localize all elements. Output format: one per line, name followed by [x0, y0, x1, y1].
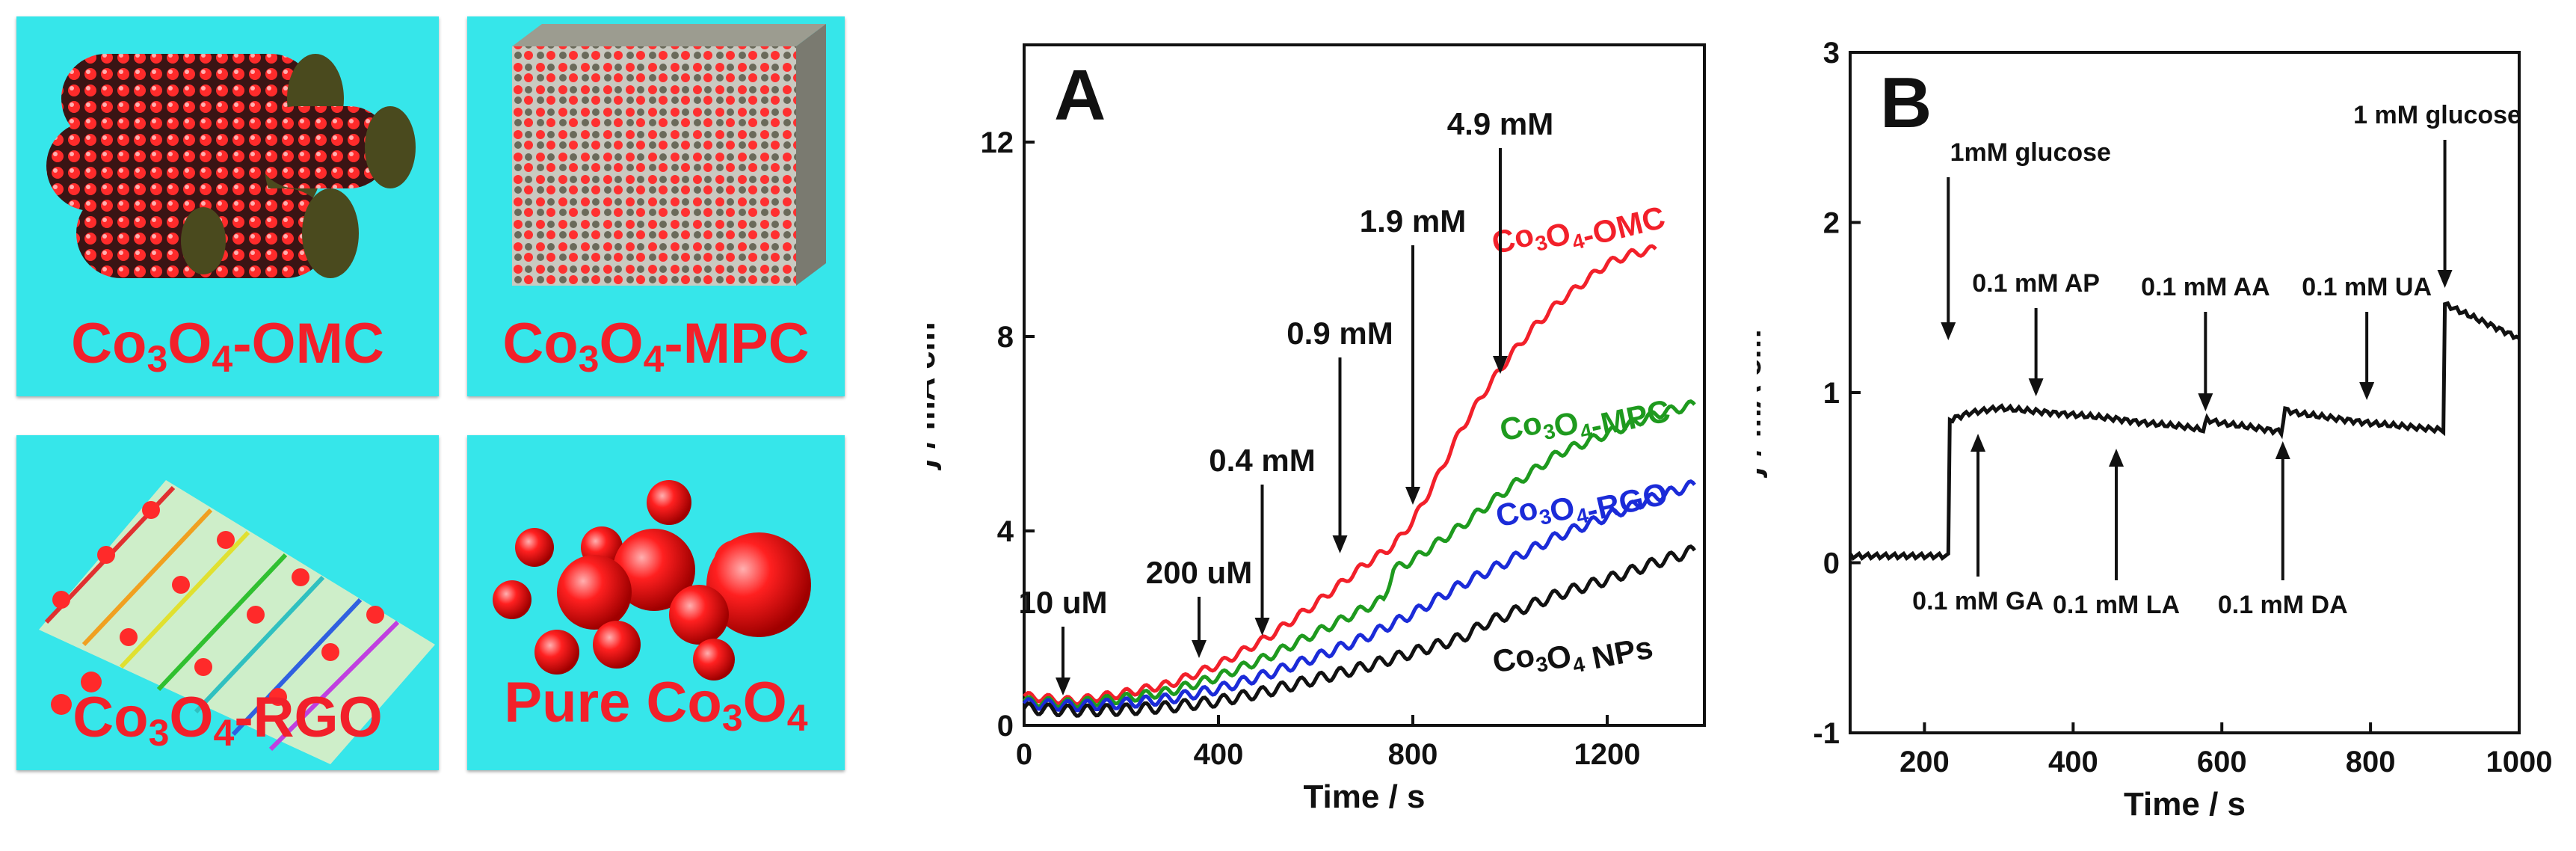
- addition-label: 0.4 mM: [1209, 443, 1315, 478]
- addition-arrow-head: [1493, 356, 1508, 374]
- rgo-illustration: [39, 480, 435, 764]
- y-tick-label: 3: [1823, 37, 1840, 70]
- y-tick-label: 4: [997, 515, 1014, 548]
- panel-co3o4-mpc: Co3O4-MPC: [467, 16, 845, 396]
- interferent-arrow-up-head: [2109, 449, 2124, 467]
- interferent-label-up: 0.1 mM DA: [2218, 591, 2348, 619]
- x-axis-label: Time / s: [2124, 786, 2246, 823]
- interferent-label-down: 0.1 mM UA: [2302, 273, 2432, 301]
- addition-label: 4.9 mM: [1447, 106, 1553, 141]
- mpc-illustration: [512, 24, 826, 286]
- y-axis-label: j / mA cm-2: [1757, 311, 1768, 479]
- y-tick-label: 2: [1823, 207, 1840, 240]
- panel-letter: A: [1054, 55, 1106, 135]
- panel-co3o4-omc: Co3O4-OMC: [16, 16, 439, 396]
- x-axis-label: Time / s: [1303, 778, 1425, 815]
- y-tick-label: -1: [1813, 717, 1840, 750]
- interferent-arrow-up-head: [2275, 441, 2290, 459]
- y-tick-label: 0: [1823, 547, 1840, 580]
- panel-co3o4-rgo: Co3O4-RGO: [16, 435, 439, 770]
- chart-b: 200 400 600 800 1000 -1 0 1 2 3 Time / s j / mA cm-…: [1757, 37, 2552, 823]
- interferent-arrow-down-head: [1941, 322, 1956, 340]
- y-tick-label: 0: [997, 710, 1014, 743]
- x-tick-label: 400: [1194, 738, 1244, 771]
- chart-a: 0 400 800 1200 0 4 8 12 Time / s j / mA cm-2 A Co3O…: [927, 43, 1706, 815]
- addition-label: 200 uM: [1146, 555, 1252, 590]
- label-pure-co3o4: Pure Co3O4: [504, 671, 808, 739]
- addition-arrow-head: [1254, 618, 1270, 636]
- interferent-label-down: 0.1 mM AP: [1972, 269, 2100, 298]
- plot-area: 200 400 600 800 1000 -1 0 1 2 3 Time / s j / mA cm-…: [1757, 37, 2552, 823]
- interferent-arrow-down-head: [2198, 393, 2213, 411]
- addition-label: 10 uM: [1018, 585, 1107, 620]
- series-line-co3o4-omc: [1023, 244, 1657, 707]
- interferent-arrow-down-head: [2359, 382, 2375, 400]
- series-label-2: Co3O4-RGO: [1492, 461, 1671, 548]
- series-label-1: Co3O4-MPC: [1497, 378, 1673, 463]
- x-tick-label: 0: [1016, 738, 1032, 771]
- label-co3o4-mpc: Co3O4-MPC: [502, 312, 810, 380]
- series-line-co3o4-mpc: [1023, 399, 1696, 710]
- interferent-label-up: 0.1 mM GA: [1912, 587, 2044, 615]
- interferent-label-down: 1 mM glucose: [2353, 101, 2521, 129]
- x-tick-label: 1000: [2486, 746, 2553, 778]
- series-line-co3o4-nps: [1022, 544, 1696, 718]
- interferent-arrow-down-head: [2437, 270, 2453, 288]
- interferent-arrow-down-head: [2028, 378, 2044, 396]
- series-line-response: [1848, 301, 2521, 562]
- label-co3o4-rgo: Co3O4-RGO: [73, 686, 383, 754]
- x-tick-label: 1200: [1574, 738, 1641, 771]
- y-tick-label: 8: [997, 321, 1014, 354]
- interferent-label-down: 1mM glucose: [1950, 138, 2111, 167]
- omc-illustration: [46, 54, 416, 278]
- x-tick-label: 800: [2346, 746, 2396, 778]
- interferent-label-down: 0.1 mM AA: [2141, 273, 2270, 301]
- panel-pure-co3o4: Pure Co3O4: [467, 435, 845, 770]
- addition-arrow-head: [1192, 640, 1207, 658]
- plot-area: 0 400 800 1200 0 4 8 12 Time / s j / mA cm-2 A Co3O…: [927, 43, 1706, 815]
- x-tick-label: 400: [2048, 746, 2098, 778]
- x-tick-label: 800: [1388, 738, 1438, 771]
- y-axis-label: j / mA cm-2: [927, 304, 942, 471]
- addition-arrow-head: [1332, 535, 1348, 553]
- panel-letter: B: [1880, 63, 1932, 143]
- label-co3o4-omc: Co3O4-OMC: [71, 312, 384, 380]
- addition-label: 1.9 mM: [1360, 203, 1466, 239]
- addition-arrow-head: [1056, 678, 1070, 695]
- addition-label: 0.9 mM: [1287, 316, 1393, 351]
- series-line-co3o4-rgo: [1022, 479, 1696, 713]
- interferent-label-up: 0.1 mM LA: [2053, 591, 2180, 619]
- x-tick-label: 600: [2197, 746, 2247, 778]
- y-tick-label: 1: [1823, 377, 1840, 410]
- series-label-0: Co3O4-OMC: [1488, 185, 1668, 275]
- pure-illustration: [493, 480, 811, 681]
- plot-frame: [1023, 43, 1706, 727]
- addition-arrow-head: [1405, 487, 1420, 505]
- series-label-3: Co3O4 NPs: [1490, 615, 1656, 694]
- interferent-arrow-up-head: [1970, 434, 1986, 452]
- x-tick-label: 200: [1899, 746, 1950, 778]
- y-tick-label: 12: [981, 126, 1014, 159]
